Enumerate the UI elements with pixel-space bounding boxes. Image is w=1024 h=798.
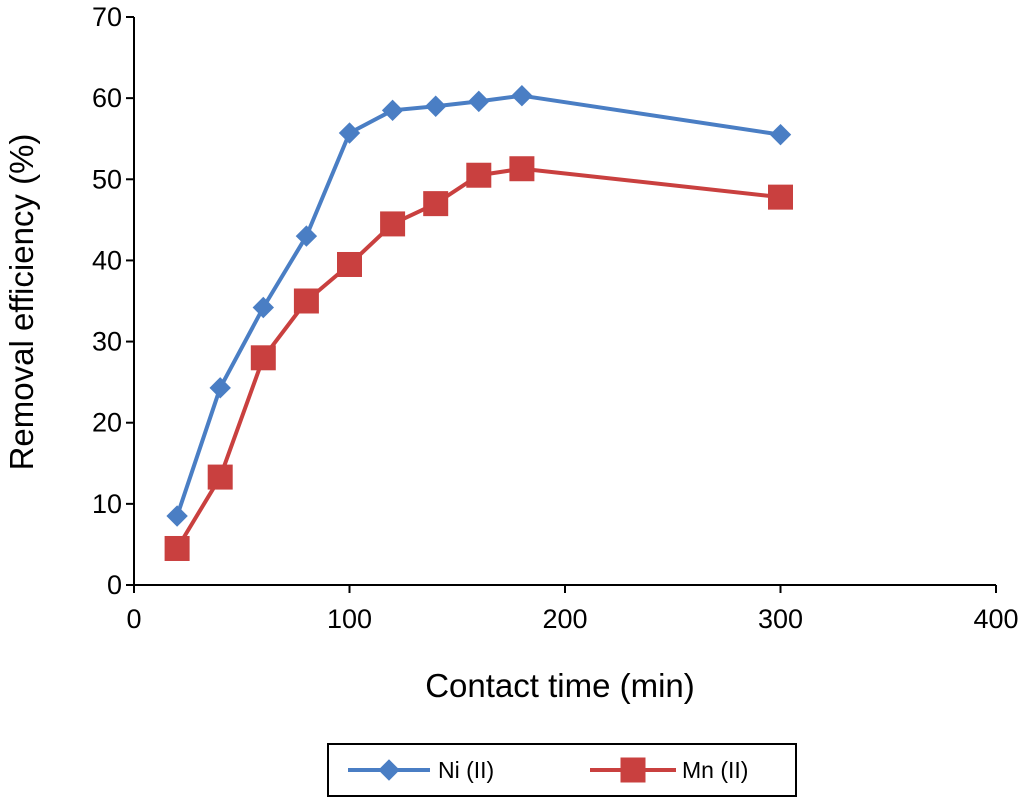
series-line — [175, 93, 781, 517]
y-tick-label: 60 — [92, 83, 122, 113]
x-tick-label: 0 — [126, 604, 141, 634]
data-point — [511, 85, 533, 107]
x-tick-label: 100 — [327, 604, 372, 634]
x-tick-label: 400 — [973, 604, 1018, 634]
legend-items: Ni (II) Mn (II) — [348, 757, 748, 783]
x-axis-title: Contact time (min) — [425, 667, 695, 704]
data-point — [337, 251, 362, 277]
data-point — [423, 191, 449, 217]
legend-marker — [620, 757, 646, 783]
data-point — [207, 464, 233, 490]
data-point — [252, 296, 275, 319]
data-point — [424, 95, 447, 117]
y-tick-label: 10 — [92, 489, 122, 519]
data-point — [295, 225, 318, 247]
legend-item-mn-ii: Mn (II) — [590, 757, 748, 783]
y-tick-label: 20 — [92, 408, 122, 438]
y-tick-label: 70 — [92, 2, 122, 32]
series-mn-ii — [164, 156, 793, 561]
x-tick-label: 300 — [758, 604, 803, 634]
legend-item-ni-ii: Ni (II) — [348, 757, 494, 783]
y-tick-label: 40 — [92, 245, 122, 275]
data-point — [338, 122, 361, 144]
y-tick-label: 30 — [92, 327, 122, 357]
data-point — [769, 123, 792, 146]
data-point — [468, 90, 490, 113]
data-point — [380, 211, 406, 237]
data-point — [768, 184, 793, 210]
legend: Ni (II) Mn (II) — [327, 743, 797, 797]
y-tick-label: 0 — [107, 570, 122, 600]
y-tick-label: 50 — [92, 164, 122, 194]
data-point — [250, 345, 276, 371]
y-axis-title: Removal efficiency (%) — [3, 134, 40, 471]
data-point — [293, 288, 319, 314]
data-point — [509, 156, 535, 182]
legend-marker — [378, 759, 400, 781]
data-point — [209, 377, 231, 399]
data-point — [466, 162, 492, 188]
x-tick-label: 200 — [542, 604, 587, 634]
series-layer — [164, 85, 793, 561]
data-point — [381, 99, 404, 122]
series-line — [175, 166, 781, 550]
legend-label: Mn (II) — [682, 757, 748, 783]
data-point — [164, 535, 190, 561]
legend-label: Ni (II) — [438, 757, 494, 783]
data-point — [166, 505, 188, 527]
series-ni-ii — [166, 85, 792, 527]
axes: 0 10 20 30 40 50 60 70 0 100 200 300 400 — [92, 2, 1019, 634]
